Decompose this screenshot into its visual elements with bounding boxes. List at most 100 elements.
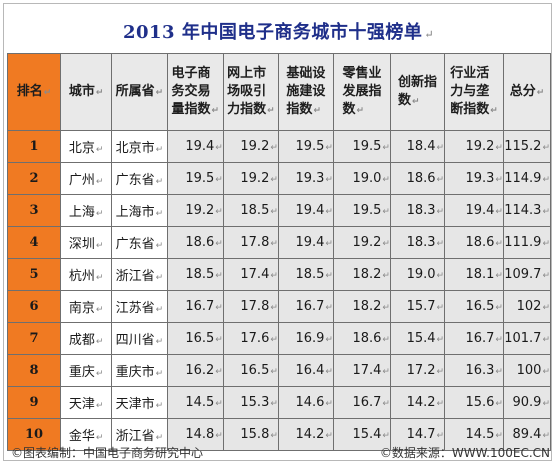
innovation-cell: 17.2↵	[389, 354, 446, 387]
province-cell: 重庆市↵	[111, 354, 168, 387]
infrastructure-cell: 18.5↵	[277, 258, 334, 291]
header-total-score: 总分↵	[502, 53, 552, 131]
city-cell: 上海↵	[60, 194, 113, 227]
province-cell: 上海市↵	[111, 194, 168, 227]
province-cell: 广东省↵	[111, 226, 168, 259]
infrastructure-cell: 19.4↵	[277, 226, 334, 259]
market-attraction-cell: 15.3↵	[222, 386, 279, 419]
province-cell: 天津市↵	[111, 386, 168, 419]
total-score-cell: 102↵	[502, 290, 552, 323]
total-score-cell: 109.7↵	[502, 258, 552, 291]
industry-activity-cell: 16.7↵	[444, 322, 504, 355]
rank-cell: 9	[6, 386, 62, 419]
ecommerce-volume-cell: 14.8↵	[166, 418, 224, 451]
province-cell: 北京市↵	[111, 130, 168, 163]
city-cell: 成都↵	[60, 322, 113, 355]
market-attraction-cell: 18.5↵	[222, 194, 279, 227]
retail-cell: 19.5↵	[332, 130, 391, 163]
total-score-cell: 114.9↵	[502, 162, 552, 195]
rank-cell: 4	[6, 226, 62, 259]
header-city: 城市↵	[60, 53, 113, 131]
footer: ©图表编制：中国电子商务研究中心 ©数据来源：WWW.100EC.CN	[7, 441, 550, 461]
market-attraction-cell: 16.5↵	[222, 354, 279, 387]
innovation-cell: 18.3↵	[389, 194, 446, 227]
table-header-row: 排名↵ 城市↵ 所属省↵ 电子商 务交易 量指数↵ 网上市 场吸引 力指数↵ 基础设 施建…	[6, 53, 552, 131]
table-row: 7 成都↵ 四川省↵ 16.5↵ 17.6↵ 16.9↵ 18.6↵ 15.4↵…	[6, 322, 552, 355]
chart-frame: 2013 年中国电子商务城市十强榜单 ↵ 排名↵ 城市↵ 所属省↵ 电子商 务交易量…	[3, 3, 552, 461]
city-cell: 北京↵	[60, 130, 113, 163]
retail-cell: 18.6↵	[332, 322, 391, 355]
header-rank: 排名↵	[6, 53, 62, 131]
city-cell: 金华↵	[60, 418, 113, 451]
industry-activity-cell: 18.1↵	[444, 258, 504, 291]
innovation-cell: 14.2↵	[389, 386, 446, 419]
rank-cell: 5	[6, 258, 62, 291]
industry-activity-cell: 18.6↵	[444, 226, 504, 259]
total-score-cell: 114.3↵	[502, 194, 552, 227]
industry-activity-cell: 19.3↵	[444, 162, 504, 195]
industry-activity-cell: 19.4↵	[444, 194, 504, 227]
industry-activity-cell: 16.5↵	[444, 290, 504, 323]
rank-cell: 2	[6, 162, 62, 195]
table-row: 1 北京↵ 北京市↵ 19.4↵ 19.2↵ 19.5↵ 19.5↵ 18.4↵…	[6, 130, 552, 163]
infrastructure-cell: 19.4↵	[277, 194, 334, 227]
ecommerce-volume-cell: 16.7↵	[166, 290, 224, 323]
rank-cell: 10	[6, 418, 62, 451]
industry-activity-cell: 16.3↵	[444, 354, 504, 387]
header-ecommerce-volume-index: 电子商 务交易 量指数↵	[166, 53, 224, 131]
ecommerce-volume-cell: 19.4↵	[166, 130, 224, 163]
innovation-cell: 18.3↵	[389, 226, 446, 259]
header-province: 所属省↵	[111, 53, 168, 131]
table-row: 4 深圳↵ 广东省↵ 18.6↵ 17.8↵ 19.4↵ 19.2↵ 18.3↵…	[6, 226, 552, 259]
infrastructure-cell: 14.2↵	[277, 418, 334, 451]
industry-activity-cell: 14.5↵	[444, 418, 504, 451]
rank-cell: 7	[6, 322, 62, 355]
rank-cell: 3	[6, 194, 62, 227]
retail-cell: 18.2↵	[332, 290, 391, 323]
paragraph-mark-icon: ↵	[424, 28, 435, 41]
ecommerce-volume-cell: 16.5↵	[166, 322, 224, 355]
total-score-cell: 101.7↵	[502, 322, 552, 355]
province-cell: 浙江省↵	[111, 258, 168, 291]
retail-cell: 15.4↵	[332, 418, 391, 451]
city-cell: 杭州↵	[60, 258, 113, 291]
total-score-cell: 115.2↵	[502, 130, 552, 163]
page-title: 2013 年中国电子商务城市十强榜单 ↵	[4, 18, 553, 44]
rank-cell: 6	[6, 290, 62, 323]
market-attraction-cell: 17.4↵	[222, 258, 279, 291]
innovation-cell: 18.4↵	[389, 130, 446, 163]
retail-cell: 16.7↵	[332, 386, 391, 419]
innovation-cell: 18.6↵	[389, 162, 446, 195]
innovation-cell: 14.7↵	[389, 418, 446, 451]
header-infrastructure-index: 基础设 施建设 指数↵	[277, 53, 334, 131]
ecommerce-volume-cell: 18.5↵	[166, 258, 224, 291]
city-cell: 深圳↵	[60, 226, 113, 259]
header-retail-index: 零售业 发展指 数↵	[332, 53, 391, 131]
industry-activity-cell: 15.6↵	[444, 386, 504, 419]
data-source: ©数据来源：WWW.100EC.CN	[379, 446, 550, 460]
table-row: 3 上海↵ 上海市↵ 19.2↵ 18.5↵ 19.4↵ 19.5↵ 18.3↵…	[6, 194, 552, 227]
market-attraction-cell: 17.6↵	[222, 322, 279, 355]
chart-credit: ©图表编制：中国电子商务研究中心	[11, 446, 204, 460]
retail-cell: 19.0↵	[332, 162, 391, 195]
ecommerce-volume-cell: 19.5↵	[166, 162, 224, 195]
header-industry-activity-index: 行业活 力与垄 断指数↵	[444, 53, 504, 131]
market-attraction-cell: 17.8↵	[222, 226, 279, 259]
infrastructure-cell: 19.5↵	[277, 130, 334, 163]
table-row: 8 重庆↵ 重庆市↵ 16.2↵ 16.5↵ 16.4↵ 17.4↵ 17.2↵…	[6, 354, 552, 387]
infrastructure-cell: 16.4↵	[277, 354, 334, 387]
table-row: 5 杭州↵ 浙江省↵ 18.5↵ 17.4↵ 18.5↵ 18.2↵ 19.0↵…	[6, 258, 552, 291]
retail-cell: 19.5↵	[332, 194, 391, 227]
title-text: 2013 年中国电子商务城市十强榜单	[122, 22, 423, 43]
header-innovation-index: 创新指 数↵	[389, 53, 446, 131]
ranking-table: 排名↵ 城市↵ 所属省↵ 电子商 务交易 量指数↵ 网上市 场吸引 力指数↵ 基础设 施建…	[6, 53, 552, 451]
retail-cell: 19.2↵	[332, 226, 391, 259]
market-attraction-cell: 19.2↵	[222, 162, 279, 195]
market-attraction-cell: 17.8↵	[222, 290, 279, 323]
table-row: 10 金华↵ 浙江省↵ 14.8↵ 15.8↵ 14.2↵ 15.4↵ 14.7…	[6, 418, 552, 451]
province-cell: 江苏省↵	[111, 290, 168, 323]
table-row: 2 广州↵ 广东省↵ 19.5↵ 19.2↵ 19.3↵ 19.0↵ 18.6↵…	[6, 162, 552, 195]
city-cell: 重庆↵	[60, 354, 113, 387]
ecommerce-volume-cell: 18.6↵	[166, 226, 224, 259]
rank-cell: 1	[6, 130, 62, 163]
